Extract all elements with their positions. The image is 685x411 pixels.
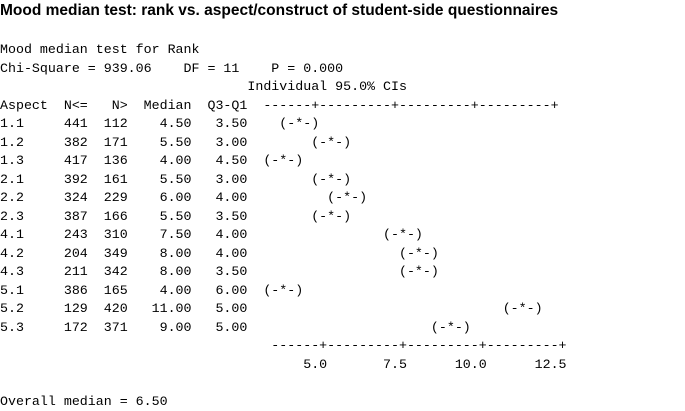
overall-median: Overall median = 6.50 [0, 393, 168, 409]
minitab-output: Mood median test for Rank Chi-Square = 9… [0, 41, 567, 411]
table-row: 1.1 441 112 4.50 3.50 (-*-) [0, 116, 320, 131]
table-row: 5.3 172 371 9.00 5.00 (-*-) [0, 319, 471, 335]
table-row: 1.2 382 171 5.50 3.00 (-*-) [0, 134, 352, 150]
ci-axis-labels: 5.0 7.5 10.0 12.5 [0, 356, 567, 372]
table-row: 5.2 129 420 11.00 5.00 (-*-) [0, 301, 543, 316]
table-row: 2.3 387 166 5.50 3.50 (-*-) [0, 208, 352, 224]
page-title: Mood median test: rank vs. aspect/constr… [0, 2, 559, 19]
table-row: 2.1 392 161 5.50 3.00 (-*-) [0, 171, 352, 187]
table-row: 2.2 324 229 6.00 4.00 (-*-) [0, 190, 368, 205]
results-rows: 1.1 441 112 4.50 3.50 (-*-) 1.2 382 171 … [0, 116, 543, 335]
ci-header: Individual 95.0% CIs [0, 79, 407, 94]
test-statistics: Chi-Square = 939.06 DF = 11 P = 0.000 [0, 60, 344, 76]
table-row: 4.3 211 342 8.00 3.50 (-*-) [0, 264, 439, 279]
table-row: 5.1 386 165 4.00 6.00 (-*-) [0, 282, 304, 298]
table-row: 4.1 243 310 7.50 4.00 (-*-) [0, 227, 423, 242]
column-header: Aspect N<= N> Median Q3-Q1 ------+------… [0, 97, 559, 113]
ci-axis-line: ------+---------+---------+---------+ [0, 338, 567, 353]
table-row: 4.2 204 349 8.00 4.00 (-*-) [0, 245, 439, 261]
test-heading: Mood median test for Rank [0, 42, 200, 57]
table-row: 1.3 417 136 4.00 4.50 (-*-) [0, 153, 304, 168]
